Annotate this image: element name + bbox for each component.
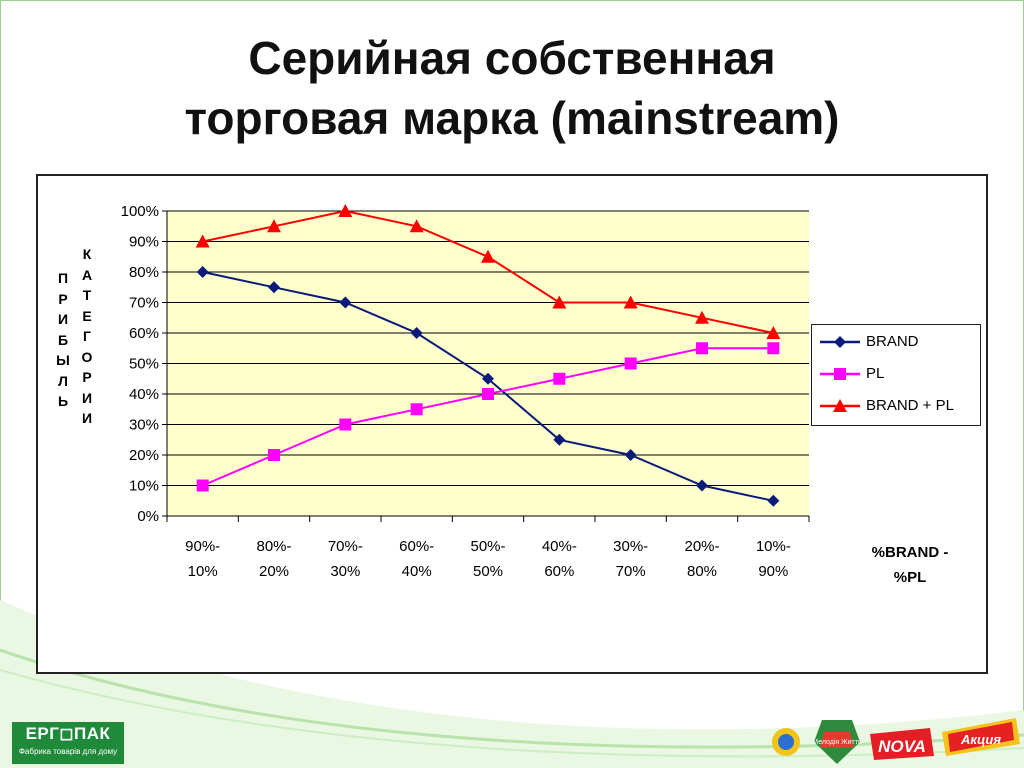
line-chart: 0% 10% 20% 30% 40% 50% 60% 70% 80% 90% 100% (121, 203, 810, 525)
data-point-brand-pl (552, 295, 567, 309)
data-point-brand (196, 266, 209, 278)
data-point-brand (410, 327, 423, 339)
y-tick-label: 20% (129, 447, 159, 464)
data-point-brand (624, 449, 637, 461)
x-tick-label: 20%- 80% (684, 538, 720, 580)
brand-logo-2: Мелодія Життя (812, 720, 862, 764)
data-point-brand-pl (409, 219, 424, 233)
legend-label-pl: PL (866, 365, 885, 382)
brand-logo-2-text: Мелодія Життя (812, 738, 862, 746)
legend-marker-triangle (820, 399, 860, 412)
legend-label-brand: BRAND (866, 333, 919, 350)
y-tick-label: 0% (137, 508, 159, 525)
data-point-pl (696, 342, 708, 355)
brand-logo-3: NOVA (870, 728, 934, 760)
data-point-brand (553, 433, 566, 446)
legend-marker-diamond (820, 336, 860, 348)
data-point-brand-pl (338, 204, 353, 217)
x-tick-label: 80%- 20% (256, 538, 292, 580)
data-point-brand-pl (267, 219, 281, 233)
brand-logo-1 (772, 728, 800, 756)
title-line-1: Серийная собственная (248, 32, 776, 84)
y-tick-label: 80% (129, 264, 159, 281)
data-point-pl (410, 403, 423, 416)
data-point-pl (268, 449, 280, 461)
data-point-pl (339, 418, 352, 431)
data-point-brand-pl (623, 295, 638, 309)
x-tick-label: 50%- 50% (470, 538, 506, 580)
ergopak-logo-text: ЕРГ◻ПАК (25, 724, 111, 743)
x-tick-label: 90%- 10% (185, 538, 221, 580)
data-point-pl (767, 342, 780, 355)
legend-item-brand: BRAND (818, 330, 978, 354)
x-axis-title: %BRAND - %PL (852, 540, 968, 590)
slide-title: Серийная собственная торговая марка (mai… (0, 28, 1024, 148)
y-tick-label: 30% (129, 417, 159, 434)
chart-legend: BRAND PL BRAND + PL (811, 324, 981, 426)
data-point-brand-pl (766, 326, 781, 339)
legend-label-brand-pl: BRAND + PL (866, 397, 954, 414)
data-point-brand-pl (695, 310, 709, 324)
x-tick-label: 10%- 90% (755, 538, 791, 580)
ergopak-tagline: Фабрика товарів для дому (18, 747, 118, 756)
y-tick-label: 10% (129, 478, 159, 495)
data-point-brand (339, 296, 352, 309)
y-tick-label: 60% (129, 325, 159, 342)
brand-logo-4: Акция (942, 718, 1020, 756)
y-tick-label: 50% (129, 356, 159, 373)
y-tick-label: 90% (129, 234, 159, 251)
title-line-2: торговая марка (mainstream) (184, 92, 840, 144)
brand-logo-3-text: NOVA (878, 737, 926, 756)
x-tick-label: 40%- 60% (541, 538, 577, 580)
legend-item-brand-pl: BRAND + PL (818, 394, 978, 418)
data-point-pl (553, 372, 566, 385)
legend-item-pl: PL (818, 362, 978, 386)
legend-marker-square (820, 368, 860, 380)
brand-logo-4-text: Акция (960, 732, 1001, 747)
data-point-brand-pl (481, 249, 495, 263)
data-point-brand (767, 494, 780, 507)
data-point-pl (196, 479, 209, 492)
x-tick-label: 60%- 40% (399, 538, 435, 580)
data-point-brand (482, 372, 494, 385)
y-tick-label: 40% (129, 386, 159, 403)
x-axis-title-line-2: %PL (893, 569, 927, 586)
partner-logos: Мелодія Життя NOVA Акция (772, 718, 1020, 764)
x-tick-label: 70%- 30% (327, 538, 363, 580)
ergopak-logo: ЕРГ◻ПАК Фабрика товарів для дому (12, 722, 124, 764)
y-tick-label: 100% (121, 203, 159, 220)
data-point-brand (696, 479, 708, 492)
y-tick-label: 70% (129, 295, 159, 312)
x-axis-title-line-1: %BRAND - (871, 544, 949, 561)
data-point-brand-pl (195, 234, 210, 248)
data-point-pl (624, 357, 637, 370)
data-point-brand (268, 281, 280, 294)
x-tick-label: 30%- 70% (613, 538, 649, 580)
data-point-pl (482, 388, 494, 400)
